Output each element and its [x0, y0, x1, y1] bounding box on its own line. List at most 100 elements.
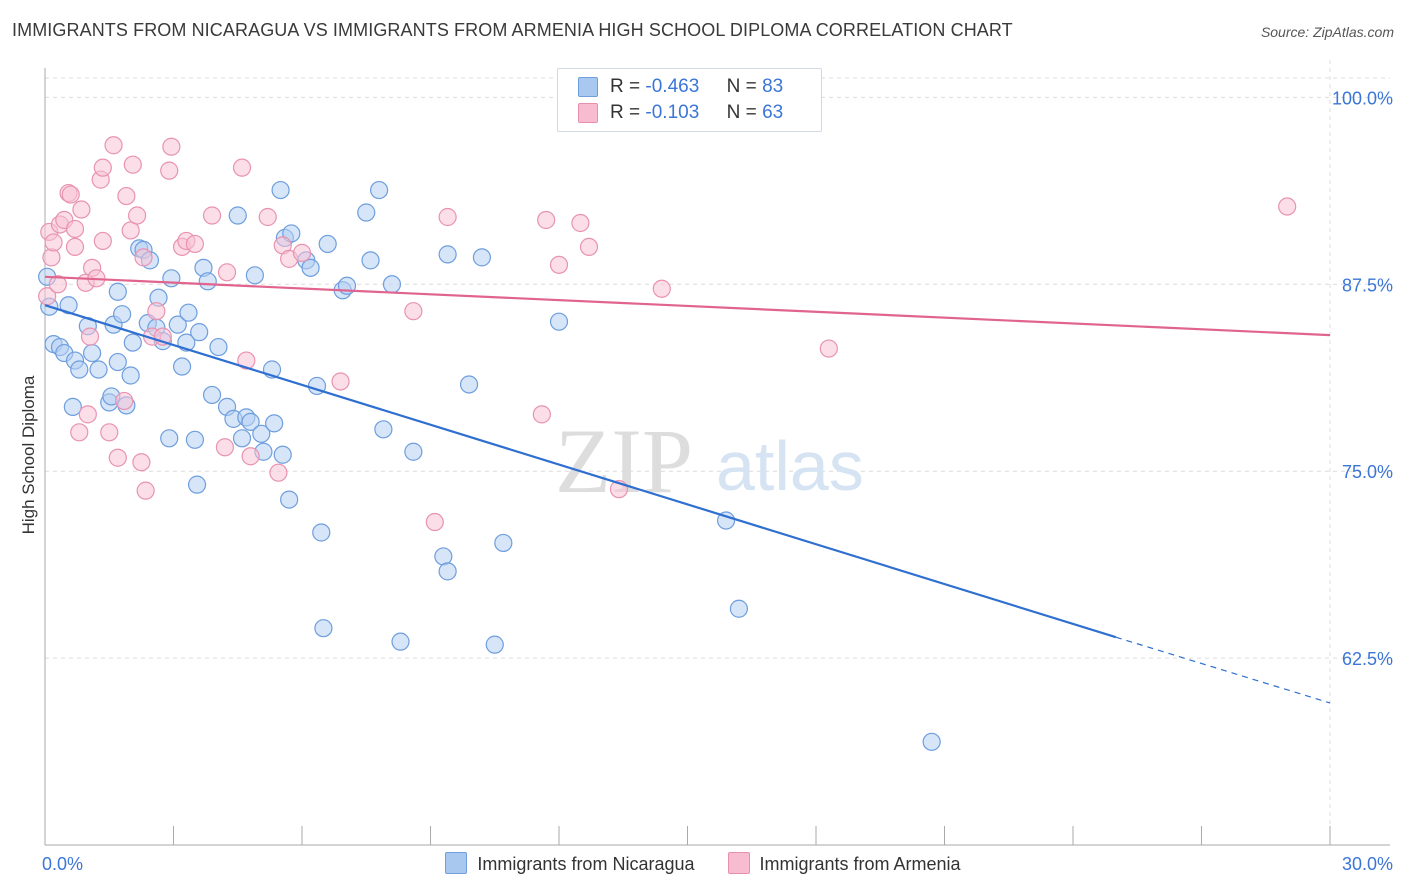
data-point-armenia: [78, 405, 97, 424]
legend-item-armenia[interactable]: Immigrants from Armenia: [727, 852, 961, 875]
data-point-armenia: [652, 279, 671, 298]
data-point-nicaragua: [314, 619, 333, 638]
data-point-nicaragua: [198, 272, 217, 291]
data-point-armenia: [121, 221, 140, 240]
series-nicaragua-points: [38, 180, 941, 751]
data-point-armenia: [532, 405, 551, 424]
data-point-nicaragua: [459, 375, 479, 394]
data-point-armenia: [100, 423, 119, 442]
legend-swatch-pink: [578, 102, 598, 123]
x-tick-label-max: 30.0%: [1342, 854, 1393, 874]
data-point-armenia: [72, 200, 91, 219]
data-point-armenia: [217, 263, 237, 282]
data-point-armenia: [258, 207, 277, 227]
data-point-nicaragua: [179, 303, 198, 322]
legend-n-value: 83: [762, 76, 784, 97]
data-point-nicaragua: [361, 251, 380, 270]
axis-labels: 62.5% 75.0% 87.5% 100.0% 0.0% 30.0% High Schoo…: [19, 88, 1393, 874]
data-point-nicaragua: [922, 732, 941, 751]
data-point-armenia: [44, 233, 63, 252]
series-legend: Immigrants from Nicaragua Immigrants fro…: [0, 852, 1406, 875]
data-point-armenia: [132, 453, 151, 472]
data-point-nicaragua: [232, 429, 252, 448]
legend-item-nicaragua[interactable]: Immigrants from Nicaragua: [445, 852, 695, 875]
legend-n-value: 63: [762, 102, 784, 123]
data-point-armenia: [1278, 197, 1297, 216]
data-point-armenia: [202, 206, 222, 225]
data-point-armenia: [117, 186, 136, 206]
data-point-armenia: [162, 137, 181, 156]
trend-line-nicaragua: [44, 304, 1117, 639]
data-point-nicaragua: [185, 430, 205, 449]
trend-line-nicaragua-extension: [1115, 636, 1331, 704]
data-point-armenia: [819, 339, 838, 358]
data-point-armenia: [115, 391, 134, 411]
data-point-nicaragua: [485, 635, 504, 654]
data-point-nicaragua: [265, 414, 284, 433]
y-tick-label: 100.0%: [1332, 88, 1393, 108]
data-point-nicaragua: [271, 180, 290, 200]
legend-row-nicaragua: R = -0.463 N = 83: [578, 76, 783, 100]
data-point-armenia: [579, 237, 599, 257]
data-point-armenia: [42, 248, 61, 267]
data-point-nicaragua: [280, 490, 299, 509]
data-point-armenia: [241, 447, 260, 466]
data-point-nicaragua: [187, 475, 207, 494]
data-point-nicaragua: [123, 333, 142, 352]
data-point-armenia: [123, 155, 142, 174]
data-point-nicaragua: [382, 275, 402, 294]
data-point-nicaragua: [108, 282, 127, 301]
y-tick-label: 87.5%: [1342, 275, 1393, 295]
data-point-armenia: [549, 255, 569, 274]
data-point-armenia: [65, 237, 85, 257]
data-point-armenia: [571, 213, 590, 233]
legend-r-label: R =: [610, 102, 641, 123]
data-point-armenia: [237, 351, 256, 370]
data-point-nicaragua: [494, 533, 513, 553]
data-point-nicaragua: [273, 445, 292, 464]
data-point-nicaragua: [70, 360, 89, 379]
correlation-legend: R = -0.463 N = 83 R = -0.103 N = 63: [557, 68, 822, 132]
data-point-nicaragua: [89, 360, 108, 379]
data-point-nicaragua: [301, 258, 320, 277]
data-point-armenia: [93, 231, 112, 251]
legend-r-value: -0.463: [645, 76, 700, 97]
data-point-nicaragua: [168, 315, 187, 334]
data-point-armenia: [80, 327, 100, 346]
legend-row-armenia: R = -0.103 N = 63: [578, 102, 783, 126]
data-point-nicaragua: [202, 385, 222, 405]
data-point-armenia: [404, 302, 423, 321]
data-point-nicaragua: [228, 206, 247, 225]
data-point-nicaragua: [190, 323, 209, 342]
data-point-armenia: [537, 210, 556, 230]
y-tick-label: 62.5%: [1342, 649, 1393, 669]
data-point-nicaragua: [391, 632, 410, 651]
legend-swatch-blue: [445, 852, 468, 874]
data-point-nicaragua: [312, 523, 331, 542]
data-point-nicaragua: [209, 337, 228, 357]
data-point-armenia: [232, 158, 252, 177]
data-point-nicaragua: [374, 420, 393, 439]
data-point-armenia: [134, 248, 153, 267]
trend-lines: [44, 275, 1331, 704]
y-tick-label: 75.0%: [1342, 462, 1393, 482]
data-point-armenia: [215, 438, 234, 457]
data-point-nicaragua: [172, 357, 192, 376]
data-point-nicaragua: [83, 343, 102, 363]
data-point-nicaragua: [729, 599, 749, 618]
data-point-armenia: [331, 372, 350, 391]
data-point-nicaragua: [357, 203, 376, 222]
trend-line-armenia: [44, 275, 1331, 337]
legend-swatch-blue: [578, 76, 598, 97]
data-point-armenia: [65, 219, 85, 239]
data-point-armenia: [108, 448, 127, 467]
legend-series-label: Immigrants from Armenia: [759, 854, 961, 874]
legend-n-label: N =: [726, 76, 757, 97]
data-point-armenia: [438, 207, 457, 227]
data-point-armenia: [104, 136, 123, 155]
data-point-armenia: [93, 158, 112, 177]
data-point-armenia: [136, 481, 155, 500]
data-point-armenia: [269, 463, 288, 482]
data-point-nicaragua: [245, 266, 264, 285]
